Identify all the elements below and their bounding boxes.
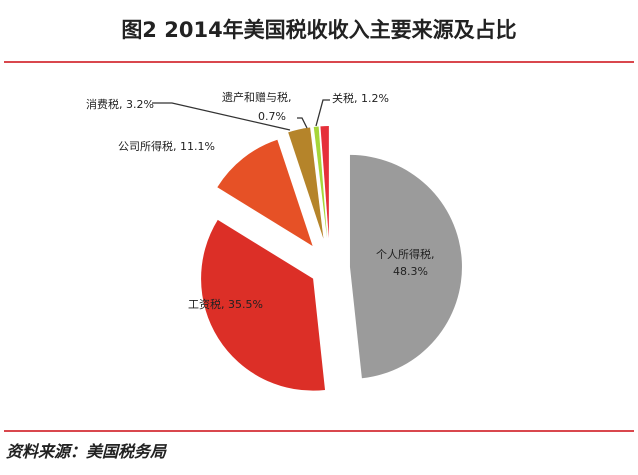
label-payroll-tax: 工资税, 35.5%: [188, 297, 263, 311]
label-estate-tax-pct: 0.7%: [258, 110, 286, 123]
label-corporate-tax: 公司所得税, 11.1%: [118, 139, 215, 153]
label-estate-tax: 遗产和赠与税,: [222, 90, 292, 104]
title-rule: [4, 61, 634, 63]
pie-slice-corporate: [217, 139, 313, 247]
chart-title: 图2 2014年美国税收收入主要来源及占比: [121, 18, 517, 42]
pie-slice-customs: [320, 126, 329, 239]
pie-slice-individual: [349, 154, 462, 379]
source-note: 资料来源：美国税务局: [6, 442, 167, 461]
leader-line-customs: [315, 99, 330, 127]
pie-slice-estate: [313, 126, 328, 239]
leader-line-consumption: [152, 102, 291, 131]
label-individual-tax: 个人所得税,: [376, 247, 435, 261]
source-rule: [4, 430, 634, 432]
label-consumption-tax: 消费税, 3.2%: [86, 97, 154, 111]
pie-slice-consumption: [288, 127, 324, 239]
label-individual-tax-pct: 48.3%: [393, 265, 428, 278]
leader-line-estate: [297, 117, 308, 129]
pie-slice-payroll: [201, 219, 326, 391]
label-customs-tax: 关税, 1.2%: [332, 91, 389, 105]
